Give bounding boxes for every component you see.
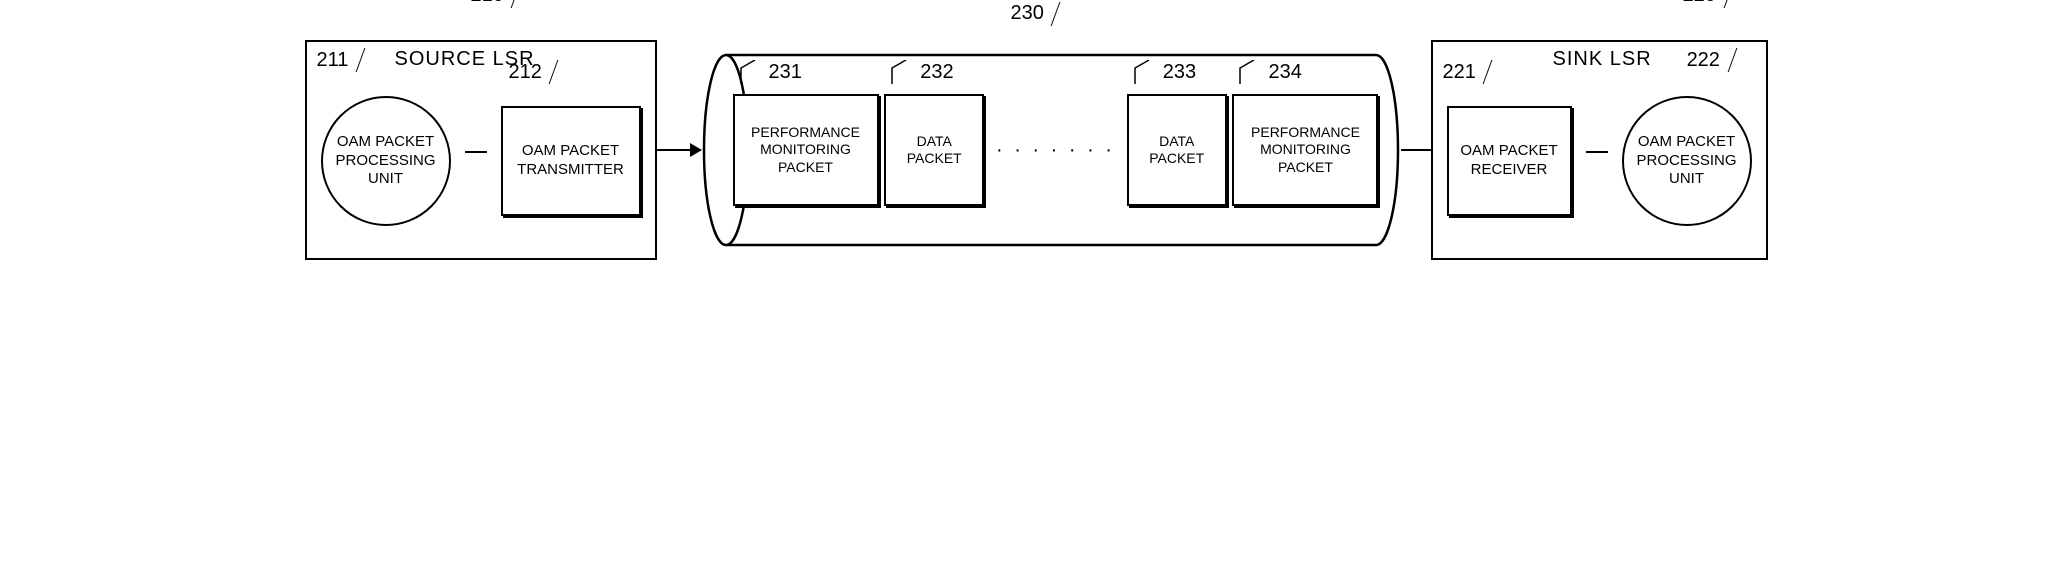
pm-packet-1: 231 PERFORMANCE MONITORING PACKET (733, 94, 879, 206)
ref-221-text: 221 (1443, 61, 1476, 83)
ref-line-icon (549, 60, 586, 84)
ref-line-icon (1727, 48, 1764, 72)
oam-diagram: 210 SOURCE LSR 211 OAM PACKET PROCESSING… (20, 40, 2052, 260)
connector-line (1401, 149, 1431, 151)
source-lsr-box: 210 SOURCE LSR 211 OAM PACKET PROCESSING… (305, 40, 657, 260)
oam-receiver-text: OAM PACKET RECEIVER (1457, 142, 1562, 180)
ref-234: 234 (1238, 60, 1301, 86)
oam-receiver: 221 OAM PACKET RECEIVER (1447, 106, 1572, 216)
ref-tick-icon (739, 60, 769, 86)
sink-processing-unit-text: OAM PACKET PROCESSING UNIT (1632, 133, 1742, 189)
ref-231-text: 231 (769, 60, 802, 85)
ref-line-icon (1723, 0, 1760, 8)
ref-233-text: 233 (1163, 60, 1196, 85)
ref-211-text: 211 (317, 49, 349, 71)
ref-210-text: 210 (471, 0, 504, 6)
ref-221: 221 (1443, 60, 1516, 85)
ref-line-icon (511, 0, 548, 8)
channel-content: 231 PERFORMANCE MONITORING PACKET 232 DA… (701, 94, 1401, 206)
ref-220-text: 220 (1683, 0, 1716, 6)
arrow-icon (657, 149, 701, 151)
ref-212: 212 (509, 60, 582, 85)
data-packet-2: 233 DATA PACKET (1127, 94, 1227, 206)
ref-tick-icon (890, 60, 920, 86)
ref-232: 232 (890, 60, 953, 86)
ref-230: 230 (1011, 2, 1084, 26)
ref-210: 210 (471, 0, 544, 8)
source-processing-unit-text: OAM PACKET PROCESSING UNIT (331, 133, 441, 189)
ref-231: 231 (739, 60, 802, 86)
ref-234-text: 234 (1268, 60, 1301, 85)
pm2-text: PERFORMANCE MONITORING PACKET (1240, 124, 1370, 177)
ref-211: 211 (317, 48, 388, 73)
sink-processing-unit: 222 OAM PACKET PROCESSING UNIT (1622, 96, 1752, 226)
ref-line-icon (356, 48, 393, 72)
sink-lsr-label: SINK LSR (1553, 48, 1652, 71)
pm-packet-2: 234 PERFORMANCE MONITORING PACKET (1232, 94, 1378, 206)
dp2-text: DATA PACKET (1135, 133, 1219, 168)
ref-230-text: 230 (1011, 2, 1044, 24)
ref-233: 233 (1133, 60, 1196, 86)
connector-line (465, 151, 487, 153)
pm1-text: PERFORMANCE MONITORING PACKET (741, 124, 871, 177)
ref-222: 222 (1687, 48, 1760, 73)
oam-transmitter-text: OAM PACKET TRANSMITTER (511, 142, 631, 180)
ref-line-icon (1483, 60, 1520, 84)
dp1-text: DATA PACKET (892, 133, 976, 168)
channel-tube: 230 231 PERFORMANCE MONITORING PACKET 23… (701, 50, 1401, 250)
oam-transmitter: 212 OAM PACKET TRANSMITTER (501, 106, 641, 216)
ref-tick-icon (1238, 60, 1268, 86)
ref-line-icon (1051, 2, 1088, 26)
connector-line (1586, 151, 1608, 153)
data-packet-1: 232 DATA PACKET (884, 94, 984, 206)
ref-212-text: 212 (509, 61, 542, 83)
ellipsis-icon: · · · · · · · (990, 139, 1121, 162)
ref-tick-icon (1133, 60, 1163, 86)
ref-222-text: 222 (1687, 49, 1720, 71)
source-processing-unit: 211 OAM PACKET PROCESSING UNIT (321, 96, 451, 226)
ref-232-text: 232 (920, 60, 953, 85)
ref-220: 220 (1683, 0, 1756, 8)
sink-lsr-box: 220 SINK LSR 221 OAM PACKET RECEIVER 222… (1431, 40, 1768, 260)
